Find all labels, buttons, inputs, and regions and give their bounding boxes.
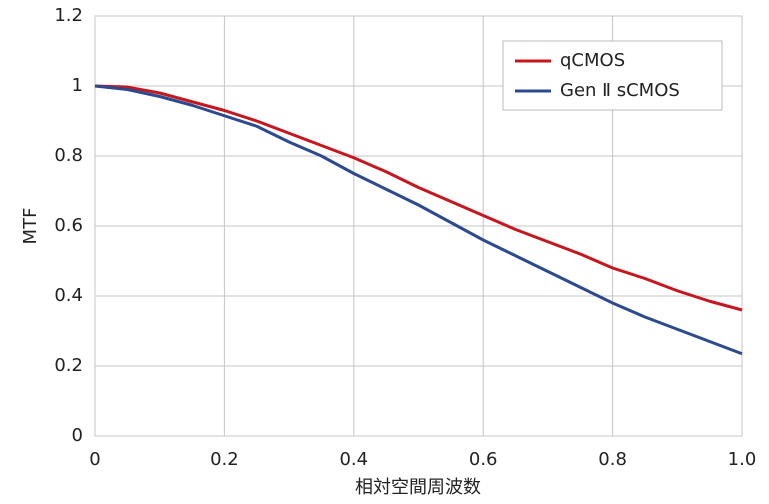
y-tick-label: 0.6 — [54, 215, 83, 236]
x-tick-label: 0.2 — [210, 449, 239, 470]
y-tick-label: 1.2 — [54, 5, 83, 26]
x-tick-label: 0 — [89, 449, 100, 470]
y-tick-label: 0.4 — [54, 285, 83, 306]
series-line — [94, 84, 743, 312]
legend-box — [502, 40, 723, 111]
legend-label: qCMOS — [560, 50, 625, 71]
series-line — [94, 84, 743, 356]
x-tick-label: 0.6 — [469, 449, 498, 470]
x-tick-label: 0.4 — [339, 449, 368, 470]
y-tick-label: 1 — [72, 75, 83, 96]
y-tick-label: 0.8 — [54, 145, 83, 166]
x-tick-label: 1.0 — [728, 449, 757, 470]
plot-frame — [94, 15, 743, 437]
legend-label: Gen Ⅱ sCMOS — [560, 80, 680, 101]
y-tick-label: 0 — [72, 425, 83, 446]
y-tick-label: 0.2 — [54, 355, 83, 376]
x-axis-label: 相対空間周波数 — [355, 477, 481, 498]
x-tick-label: 0.8 — [598, 449, 627, 470]
y-axis-label: MTF — [20, 208, 41, 245]
